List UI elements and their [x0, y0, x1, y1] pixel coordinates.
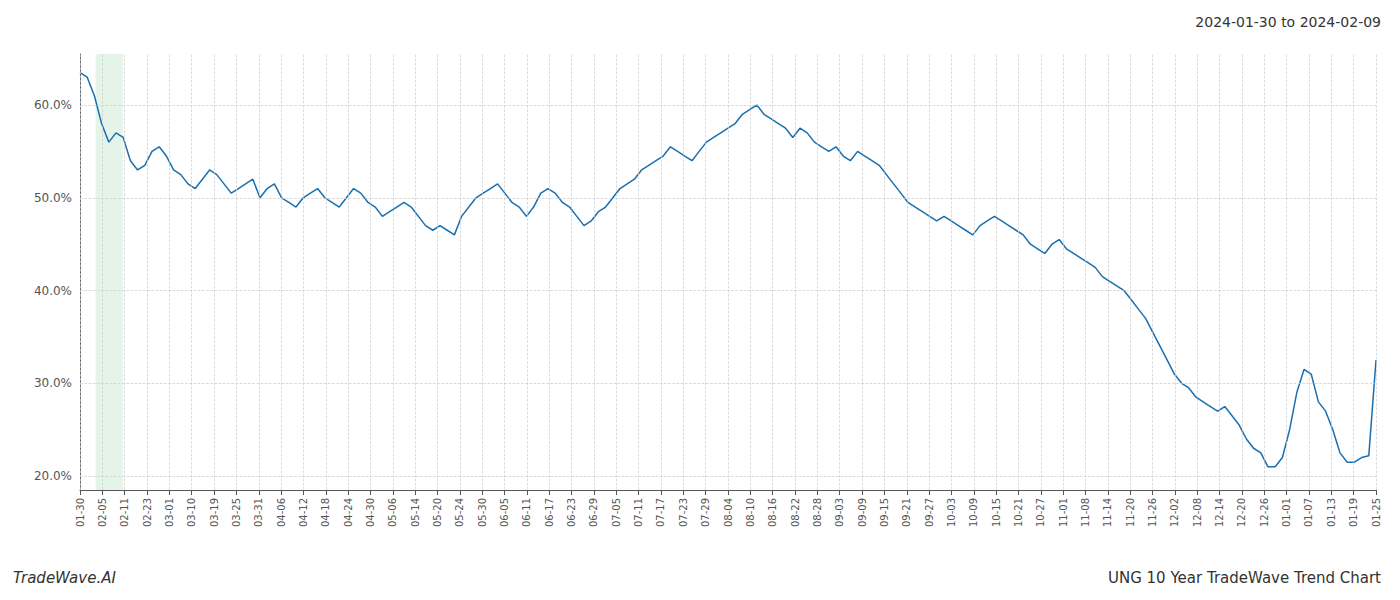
svg-text:20.0%: 20.0% [34, 469, 72, 483]
svg-text:02-23: 02-23 [142, 498, 153, 527]
svg-text:12-20: 12-20 [1236, 498, 1247, 527]
svg-text:10-21: 10-21 [1013, 498, 1024, 527]
svg-text:03-25: 03-25 [231, 498, 242, 527]
svg-text:06-23: 06-23 [566, 498, 577, 527]
svg-text:09-09: 09-09 [857, 498, 868, 527]
svg-text:08-10: 08-10 [745, 498, 756, 527]
svg-text:12-14: 12-14 [1214, 498, 1225, 527]
svg-text:08-22: 08-22 [790, 498, 801, 527]
svg-text:09-27: 09-27 [924, 498, 935, 527]
svg-text:11-26: 11-26 [1147, 498, 1158, 527]
svg-text:07-29: 07-29 [700, 498, 711, 527]
svg-text:05-30: 05-30 [477, 498, 488, 527]
svg-text:02-05: 02-05 [97, 498, 108, 527]
svg-text:09-03: 09-03 [834, 498, 845, 527]
svg-text:06-05: 06-05 [499, 498, 510, 527]
svg-text:01-01: 01-01 [1281, 498, 1292, 527]
svg-text:30.0%: 30.0% [34, 376, 72, 390]
svg-text:07-17: 07-17 [655, 498, 666, 527]
svg-text:09-15: 09-15 [879, 498, 890, 527]
svg-text:07-11: 07-11 [633, 498, 644, 527]
svg-text:03-31: 03-31 [253, 498, 264, 527]
svg-text:06-29: 06-29 [588, 498, 599, 527]
svg-text:06-11: 06-11 [521, 498, 532, 527]
svg-text:03-01: 03-01 [164, 498, 175, 527]
svg-text:09-21: 09-21 [901, 498, 912, 527]
svg-text:2024-01-30 to 2024-02-09: 2024-01-30 to 2024-02-09 [1195, 14, 1381, 30]
svg-text:01-25: 01-25 [1371, 498, 1382, 527]
svg-text:08-04: 08-04 [723, 498, 734, 527]
svg-text:04-06: 04-06 [276, 498, 287, 527]
svg-text:04-30: 04-30 [365, 498, 376, 527]
svg-text:02-11: 02-11 [119, 498, 130, 527]
svg-text:10-03: 10-03 [946, 498, 957, 527]
svg-text:01-07: 01-07 [1303, 498, 1314, 527]
svg-text:TradeWave.AI: TradeWave.AI [13, 569, 116, 587]
svg-text:11-01: 11-01 [1058, 498, 1069, 527]
svg-text:11-14: 11-14 [1102, 498, 1113, 527]
svg-text:10-15: 10-15 [991, 498, 1002, 527]
svg-text:06-17: 06-17 [544, 498, 555, 527]
svg-text:01-19: 01-19 [1348, 498, 1359, 527]
svg-text:08-16: 08-16 [767, 498, 778, 527]
svg-text:07-05: 07-05 [611, 498, 622, 527]
svg-text:11-20: 11-20 [1125, 498, 1136, 527]
svg-text:12-26: 12-26 [1259, 498, 1270, 527]
svg-text:50.0%: 50.0% [34, 191, 72, 205]
svg-text:01-13: 01-13 [1326, 498, 1337, 527]
svg-text:60.0%: 60.0% [34, 98, 72, 112]
svg-text:05-14: 05-14 [410, 498, 421, 527]
svg-text:05-20: 05-20 [432, 498, 443, 527]
svg-text:07-23: 07-23 [678, 498, 689, 527]
svg-text:08-28: 08-28 [812, 498, 823, 527]
svg-text:04-24: 04-24 [343, 498, 354, 527]
svg-text:40.0%: 40.0% [34, 284, 72, 298]
svg-text:05-24: 05-24 [454, 498, 465, 527]
svg-text:10-27: 10-27 [1035, 498, 1046, 527]
svg-text:01-30: 01-30 [75, 498, 86, 527]
svg-text:03-19: 03-19 [209, 498, 220, 527]
svg-text:03-10: 03-10 [186, 498, 197, 527]
svg-text:04-12: 04-12 [298, 498, 309, 527]
svg-text:04-18: 04-18 [320, 498, 331, 527]
svg-text:12-08: 12-08 [1192, 498, 1203, 527]
svg-text:05-06: 05-06 [387, 498, 398, 527]
svg-text:UNG 10 Year TradeWave Trend Ch: UNG 10 Year TradeWave Trend Chart [1108, 569, 1381, 587]
svg-text:10-09: 10-09 [968, 498, 979, 527]
svg-text:12-02: 12-02 [1169, 498, 1180, 527]
svg-text:11-08: 11-08 [1080, 498, 1091, 527]
